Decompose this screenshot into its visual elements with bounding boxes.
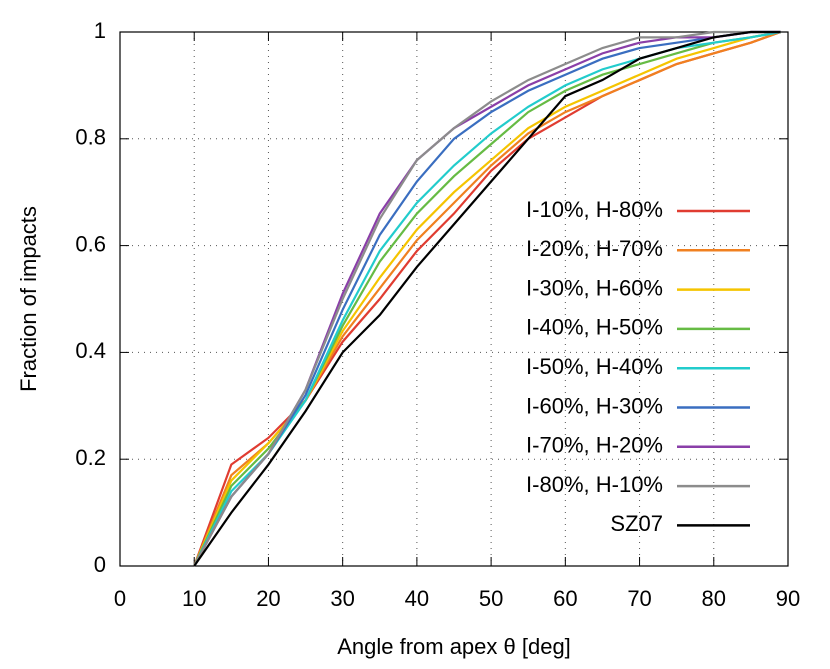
x-tick-label: 70 [627, 586, 651, 611]
y-tick-label: 0.6 [75, 231, 106, 256]
y-tick-label: 0 [94, 552, 106, 577]
x-tick-label: 30 [330, 586, 354, 611]
legend-label: I-40%, H-50% [526, 315, 663, 340]
x-tick-label: 50 [479, 586, 503, 611]
series-line [193, 30, 781, 567]
x-tick-label: 0 [114, 586, 126, 611]
y-tick-label: 0.8 [75, 125, 106, 150]
legend-label: I-30%, H-60% [526, 275, 663, 300]
y-tick-label: 0.2 [75, 445, 106, 470]
x-tick-label: 20 [256, 586, 280, 611]
x-tick-label: 80 [702, 586, 726, 611]
plot-frame [119, 31, 789, 567]
x-tick-label: 40 [405, 586, 429, 611]
series-line [193, 30, 781, 567]
y-tick-label: 0.4 [75, 338, 106, 363]
legend-label: I-20%, H-70% [526, 236, 663, 261]
legend-label: I-50%, H-40% [526, 354, 663, 379]
legend-label: I-10%, H-80% [526, 197, 663, 222]
legend-label: I-80%, H-10% [526, 472, 663, 497]
series-line [193, 30, 781, 567]
series-line [193, 30, 781, 567]
x-axis-label: Angle from apex θ [deg] [337, 634, 571, 659]
y-axis-label: Fraction of impacts [16, 206, 41, 392]
x-tick-label: 10 [182, 586, 206, 611]
x-tick-label: 60 [553, 586, 577, 611]
legend-label: SZ07 [610, 511, 663, 536]
y-tick-label: 1 [94, 18, 106, 43]
x-tick-label: 90 [776, 586, 800, 611]
legend-label: I-70%, H-20% [526, 433, 663, 458]
legend-label: I-60%, H-30% [526, 393, 663, 418]
